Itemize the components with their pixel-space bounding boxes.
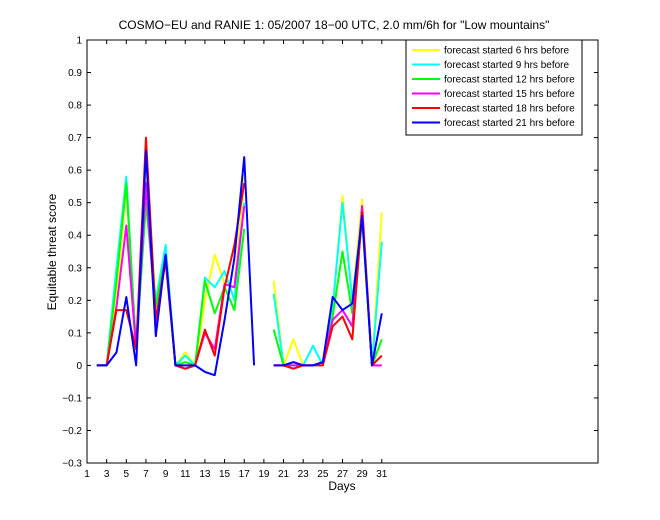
chart-title: COSMO−EU and RANIE 1: 05/2007 18−00 UTC,… (119, 18, 550, 32)
y-tick-label: 0.4 (68, 231, 82, 242)
y-tick-label: 0.3 (68, 263, 82, 274)
y-tick-label: 0.8 (68, 101, 82, 112)
x-tick-label: 31 (376, 469, 388, 480)
x-tick-label: 1 (84, 469, 90, 480)
series-segment (273, 214, 383, 367)
y-tick-label: 0.6 (68, 166, 82, 177)
x-tick-label: 29 (357, 469, 369, 480)
x-tick-label: 9 (163, 469, 169, 480)
x-tick-label: 7 (143, 469, 149, 480)
y-tick-label: 1 (76, 36, 82, 47)
legend-entry: forecast started 18 hrs before (444, 104, 575, 115)
y-tick-label: −0.3 (62, 459, 82, 470)
series-line-6 (96, 149, 383, 377)
x-tick-label: 11 (180, 469, 191, 480)
y-axis-label: Equitable threat score (45, 193, 59, 310)
legend-entry: forecast started 12 hrs before (444, 75, 575, 86)
x-tick-label: 17 (239, 469, 251, 480)
series-segment (96, 149, 256, 377)
y-tick-label: 0.2 (68, 296, 82, 307)
x-tick-label: 25 (317, 469, 329, 480)
y-tick-label: −0.1 (62, 393, 82, 404)
legend-entry: forecast started 15 hrs before (444, 89, 575, 100)
x-tick-label: 23 (298, 469, 310, 480)
y-tick-label: 0 (76, 361, 82, 372)
y-tick-label: −0.2 (62, 426, 82, 437)
x-tick-label: 27 (337, 469, 349, 480)
legend-box (405, 39, 583, 136)
x-tick-label: 19 (258, 469, 270, 480)
x-tick-label: 3 (104, 469, 110, 480)
x-tick-label: 21 (278, 469, 290, 480)
y-tick-label: 0.5 (68, 198, 82, 209)
legend-entry: forecast started 9 hrs before (444, 60, 570, 71)
x-tick-label: 15 (219, 469, 231, 480)
y-tick-label: 0.9 (68, 68, 82, 79)
x-tick-label: 13 (199, 469, 211, 480)
y-tick-label: 0.1 (68, 328, 82, 339)
x-axis-label: Days (328, 479, 355, 493)
legend-entry: forecast started 6 hrs before (444, 46, 570, 57)
legend-entry: forecast started 21 hrs before (444, 118, 575, 129)
legend: forecast started 6 hrs before forecast st… (405, 39, 583, 136)
y-tick-label: 0.7 (68, 133, 82, 144)
x-tick-label: 5 (124, 469, 130, 480)
